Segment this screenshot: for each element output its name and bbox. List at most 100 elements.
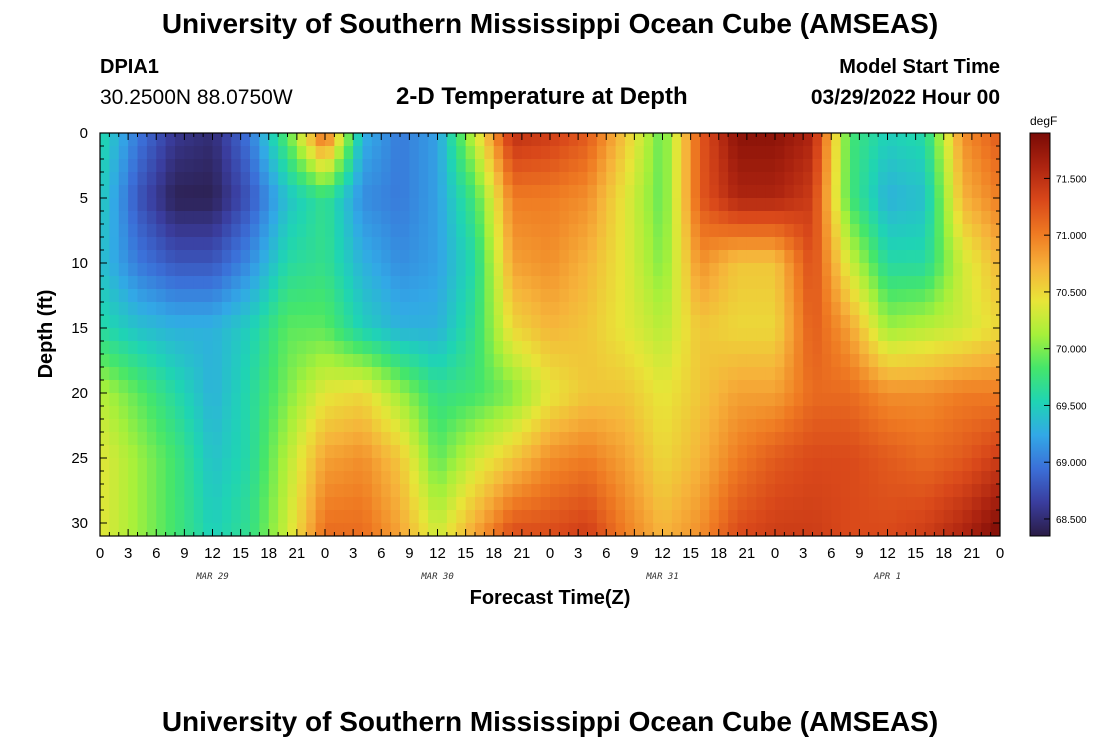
heatmap-cell	[540, 328, 551, 342]
heatmap-cell	[100, 146, 110, 160]
heatmap-cell	[671, 445, 682, 459]
heatmap-cell	[512, 250, 523, 264]
heatmap-cell	[428, 172, 439, 186]
heatmap-cell	[596, 146, 607, 160]
heatmap-cell	[728, 445, 739, 459]
heatmap-cell	[503, 224, 514, 238]
heatmap-cell	[896, 497, 907, 511]
heatmap-cell	[231, 523, 242, 536]
heatmap-cell	[512, 354, 523, 368]
heatmap-cell	[850, 263, 860, 277]
heatmap-cell	[343, 510, 354, 524]
heatmap-cell	[231, 380, 242, 394]
heatmap-cell	[400, 523, 410, 536]
heatmap-cell	[212, 458, 223, 472]
heatmap-cell	[334, 497, 345, 511]
heatmap-cell	[296, 250, 307, 264]
heatmap-cell	[859, 380, 870, 394]
heatmap-cell	[971, 276, 982, 290]
heatmap-cell	[578, 341, 589, 355]
heatmap-cell	[962, 341, 973, 355]
heatmap-cell	[128, 224, 139, 238]
heatmap-cell	[146, 406, 157, 420]
heatmap-cell	[109, 237, 120, 251]
heatmap-cell	[700, 497, 710, 511]
heatmap-cell	[409, 510, 420, 524]
heatmap-cell	[259, 419, 270, 433]
heatmap-cell	[662, 419, 673, 433]
heatmap-cell	[353, 419, 364, 433]
heatmap-cell	[925, 146, 935, 160]
heatmap-cell	[812, 510, 823, 524]
heatmap-cell	[596, 510, 607, 524]
heatmap-cell	[156, 172, 167, 186]
heatmap-cell	[690, 224, 701, 238]
heatmap-cell	[118, 523, 129, 536]
heatmap-cell	[615, 198, 626, 212]
heatmap-cell	[596, 263, 607, 277]
heatmap-cell	[540, 497, 551, 511]
heatmap-cell	[915, 224, 926, 238]
heatmap-cell	[859, 445, 870, 459]
heatmap-cell	[765, 341, 776, 355]
heatmap-cell	[250, 250, 260, 264]
heatmap-cell	[409, 263, 420, 277]
heatmap-cell	[559, 406, 570, 420]
heatmap-cell	[278, 211, 289, 225]
heatmap-cell	[259, 393, 270, 407]
heatmap-cell	[137, 367, 148, 381]
heatmap-cell	[146, 432, 157, 446]
heatmap-cell	[878, 159, 889, 173]
heatmap-cell	[409, 445, 420, 459]
heatmap-cell	[568, 224, 579, 238]
heatmap-cell	[446, 497, 457, 511]
heatmap-cell	[596, 276, 607, 290]
heatmap-cell	[821, 198, 832, 212]
heatmap-cell	[156, 263, 167, 277]
heatmap-cell	[709, 354, 720, 368]
heatmap-cell	[662, 276, 673, 290]
heatmap-cell	[231, 289, 242, 303]
heatmap-cell	[156, 198, 167, 212]
heatmap-cell	[559, 263, 570, 277]
heatmap-cell	[418, 172, 429, 186]
heatmap-cell	[671, 497, 682, 511]
heatmap-cell	[165, 224, 176, 238]
heatmap-cell	[493, 367, 504, 381]
heatmap-cell	[203, 497, 214, 511]
heatmap-cell	[156, 133, 167, 147]
heatmap-cell	[484, 406, 495, 420]
heatmap-cell	[531, 484, 542, 498]
heatmap-cell	[109, 289, 120, 303]
heatmap-cell	[784, 185, 795, 199]
heatmap-cell	[671, 211, 682, 225]
heatmap-cell	[850, 302, 860, 316]
heatmap-cell	[943, 354, 954, 368]
heatmap-cell	[596, 289, 607, 303]
heatmap-cell	[943, 471, 954, 485]
heatmap-cell	[437, 250, 448, 264]
heatmap-cell	[484, 510, 495, 524]
heatmap-cell	[381, 263, 392, 277]
heatmap-cell	[615, 523, 626, 536]
heatmap-cell	[343, 263, 354, 277]
heatmap-cell	[184, 185, 195, 199]
heatmap-cell	[371, 341, 382, 355]
heatmap-cell	[625, 315, 635, 329]
heatmap-cell	[962, 419, 973, 433]
heatmap-cell	[306, 367, 317, 381]
heatmap-cell	[146, 484, 157, 498]
heatmap-cell	[409, 458, 420, 472]
heatmap-cell	[193, 393, 204, 407]
heatmap-cell	[371, 484, 382, 498]
heatmap-cell	[596, 172, 607, 186]
heatmap-cell	[934, 458, 945, 472]
y-tick-label: 10	[71, 255, 88, 272]
heatmap-cell	[803, 484, 814, 498]
heatmap-cell	[175, 237, 185, 251]
heatmap-cell	[709, 302, 720, 316]
heatmap-cell	[559, 211, 570, 225]
heatmap-cell	[165, 406, 176, 420]
heatmap-cell	[446, 146, 457, 160]
heatmap-cell	[381, 497, 392, 511]
